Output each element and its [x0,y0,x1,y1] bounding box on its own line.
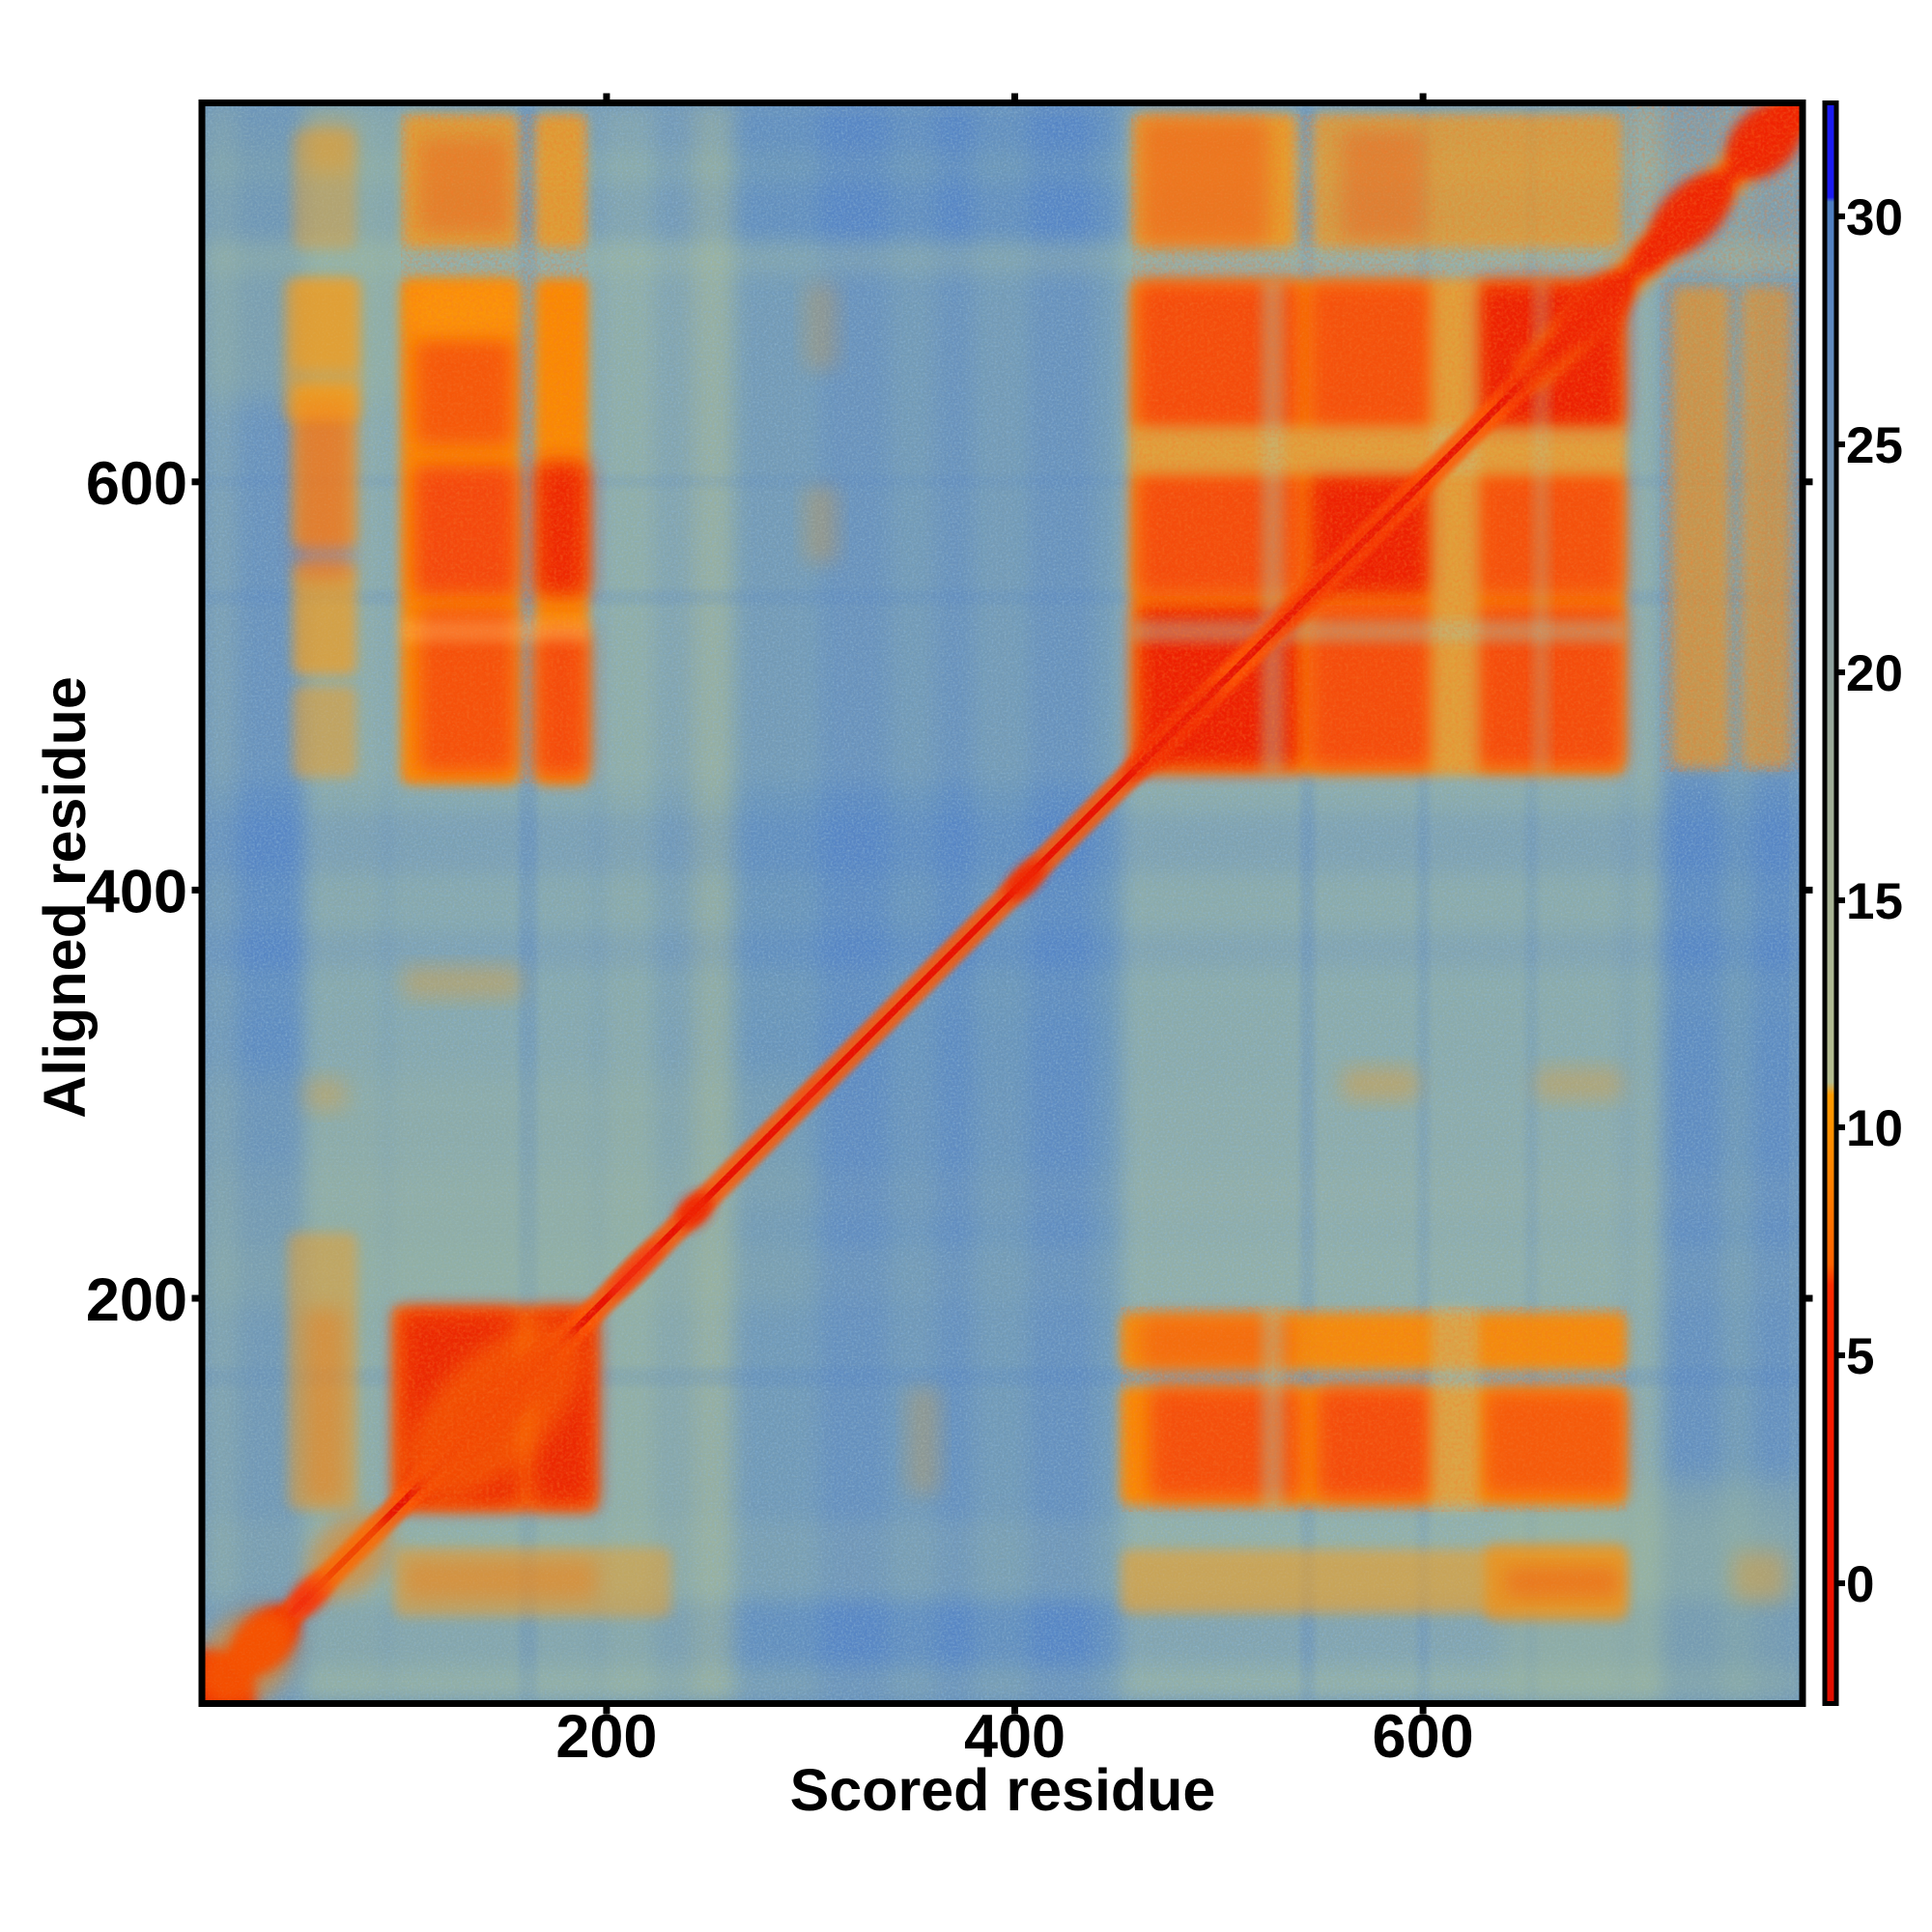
svg-text:5: 5 [1846,1328,1874,1385]
svg-text:200: 200 [555,1703,657,1771]
svg-text:30: 30 [1846,189,1903,246]
svg-text:20: 20 [1846,645,1903,702]
svg-text:25: 25 [1846,417,1903,474]
svg-text:Aligned residue: Aligned residue [32,676,98,1119]
svg-text:400: 400 [86,858,187,925]
svg-text:Scored residue: Scored residue [790,1757,1216,1823]
svg-text:200: 200 [86,1266,187,1334]
svg-text:400: 400 [964,1703,1065,1771]
svg-text:600: 600 [1373,1703,1474,1771]
svg-text:10: 10 [1846,1100,1903,1157]
svg-text:15: 15 [1846,873,1903,930]
svg-text:600: 600 [86,450,187,518]
svg-text:0: 0 [1846,1556,1874,1613]
